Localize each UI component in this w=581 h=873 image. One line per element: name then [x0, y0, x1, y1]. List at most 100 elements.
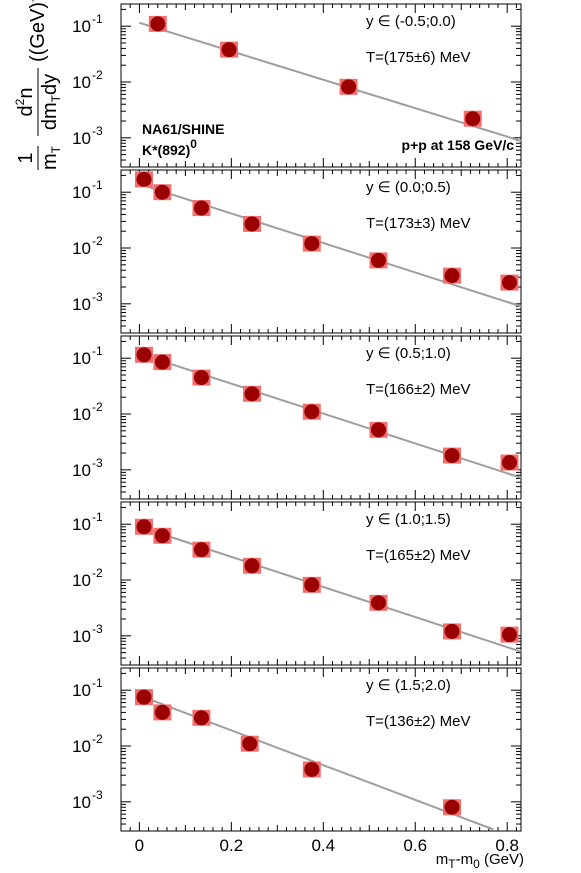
data-point [502, 455, 518, 471]
data-point [444, 623, 460, 639]
data-point [150, 16, 166, 32]
y-tick-label: 10 [72, 571, 91, 590]
data-point [136, 171, 152, 187]
y-tick-exponent: -3 [92, 290, 103, 304]
data-point [502, 627, 518, 643]
panel-frame [120, 3, 522, 168]
y-tick-exponent: -3 [92, 788, 103, 802]
y-axis-title: 1 mT d2n dmTdy ((GeV)-2) [13, 0, 63, 170]
y-title-frac2-den: dmTdy [39, 74, 63, 130]
data-point [136, 347, 152, 363]
data-point [370, 252, 386, 268]
data-point [193, 200, 209, 216]
temperature-label: T=(173±3) MeV [366, 215, 471, 232]
y-tick-exponent: -2 [92, 566, 103, 580]
data-point [341, 79, 357, 95]
temperature-label: T=(165±2) MeV [366, 547, 471, 564]
y-title-frac2-num: d2n [13, 88, 37, 117]
panel-2: 10-110-210 -3y ∈ (0.0;0.5)T=(173±3) MeV [72, 169, 522, 334]
data-point [154, 354, 170, 370]
y-tick-label: 10 [72, 349, 91, 368]
rapidity-label: y ∈ (1.5;2.0) [366, 677, 451, 694]
panels-layer: 10-110-210 -3y ∈ (-0.5;0.0)T=(175±6) MeV1… [72, 3, 522, 832]
y-tick-label: 10 [72, 129, 91, 148]
y-tick-label: 10 [72, 183, 91, 202]
data-point [154, 528, 170, 544]
y-tick-label: 10 [72, 17, 91, 36]
data-point [221, 42, 237, 58]
y-tick-exponent: -2 [92, 234, 103, 248]
y-tick-label: 10 [72, 73, 91, 92]
y-tick-exponent: -3 [92, 622, 103, 636]
y-tick-label: 10 [72, 627, 91, 646]
y-tick-exponent: -3 [92, 456, 103, 470]
panel-frame [120, 335, 522, 500]
data-point [304, 236, 320, 252]
y-tick-label: 10 [72, 737, 91, 756]
data-point [136, 519, 152, 535]
data-point [244, 216, 260, 232]
y-tick-exponent: -1 [92, 178, 103, 192]
panel-3: 10-110-210 -3y ∈ (0.5;1.0)T=(166±2) MeV [72, 335, 522, 500]
data-point [370, 595, 386, 611]
y-tick-exponent: -1 [92, 676, 103, 690]
panel-5: 10-110-210 -3y ∈ (1.5;2.0)T=(136±2) MeV [72, 667, 522, 832]
y-title-unit: ((GeV)-2) [25, 0, 49, 62]
data-point [444, 448, 460, 464]
y-tick-label: 10 [72, 461, 91, 480]
data-point [304, 761, 320, 777]
data-point [444, 799, 460, 815]
data-point [465, 111, 481, 127]
data-point [193, 542, 209, 558]
x-tick-label: 0.4 [311, 836, 335, 855]
temperature-label: T=(166±2) MeV [366, 381, 471, 398]
fit-line [139, 21, 522, 142]
y-tick-exponent: -1 [92, 344, 103, 358]
panel-1: 10-110-210 -3y ∈ (-0.5;0.0)T=(175±6) MeV [72, 3, 522, 168]
panel-frame [120, 169, 522, 334]
data-point [304, 577, 320, 593]
y-title-frac1-den: mT [39, 145, 63, 170]
y-tick-label: 10 [72, 295, 91, 314]
rapidity-label: y ∈ (1.0;1.5) [366, 511, 451, 528]
x-tick-label: 0.6 [403, 836, 427, 855]
x-axis-title: mT-m0 (GeV) [436, 851, 524, 871]
y-tick-exponent: -2 [92, 732, 103, 746]
y-tick-exponent: -2 [92, 400, 103, 414]
data-point [502, 275, 518, 291]
particle-label: K*(892)0 [142, 137, 197, 158]
data-point [244, 386, 260, 402]
x-tick-label: 0 [135, 836, 144, 855]
y-tick-exponent: -1 [92, 510, 103, 524]
temperature-label: T=(175±6) MeV [366, 49, 471, 66]
y-tick-exponent: -1 [92, 12, 103, 26]
data-point [242, 736, 258, 752]
y-tick-label: 10 [72, 239, 91, 258]
data-point [136, 689, 152, 705]
y-title-frac1-num: 1 [15, 152, 37, 163]
data-point [370, 422, 386, 438]
system-label: p+p at 158 GeV/c [402, 137, 515, 153]
data-point [244, 558, 260, 574]
y-tick-label: 10 [72, 405, 91, 424]
y-tick-label: 10 [72, 515, 91, 534]
data-point [154, 184, 170, 200]
rapidity-label: y ∈ (0.5;1.0) [366, 345, 451, 362]
y-tick-exponent: -2 [92, 68, 103, 82]
rapidity-label: y ∈ (0.0;0.5) [366, 179, 451, 196]
x-tick-labels: 0 0.2 0.4 0.6 0.8 [135, 836, 519, 855]
y-tick-label: 10 [72, 793, 91, 812]
y-tick-label: 10 [72, 681, 91, 700]
rapidity-label: y ∈ (-0.5;0.0) [366, 13, 456, 30]
panel-4: 10-110-210 -3y ∈ (1.0;1.5)T=(165±2) MeV [72, 501, 522, 666]
x-tick-label: 0.2 [220, 836, 244, 855]
temperature-label: T=(136±2) MeV [366, 713, 471, 730]
data-point [444, 268, 460, 284]
y-tick-exponent: -3 [92, 124, 103, 138]
panel-frame [120, 501, 522, 666]
experiment-label: NA61/SHINE [142, 121, 224, 137]
data-point [193, 710, 209, 726]
x-tick-label: 0.8 [495, 836, 519, 855]
data-point [193, 370, 209, 386]
